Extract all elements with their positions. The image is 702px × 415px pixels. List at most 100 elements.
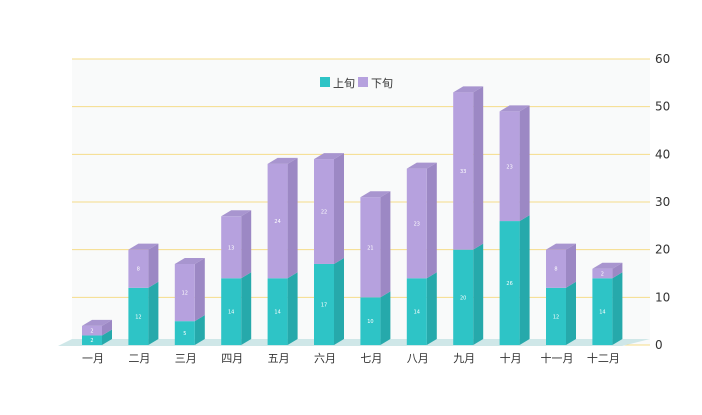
bar-segment — [267, 163, 288, 279]
bar-top-face — [314, 153, 344, 160]
legend-label: 上旬 — [333, 77, 355, 90]
bar-segment-side — [612, 272, 623, 345]
bar-segment-side — [148, 243, 159, 288]
data-label: 23 — [414, 221, 420, 227]
data-label: 23 — [506, 164, 512, 170]
data-label: 24 — [274, 219, 280, 225]
legend-swatch — [358, 77, 368, 87]
bar-top-face — [499, 105, 530, 112]
bar-segment — [174, 321, 195, 345]
bar-segment — [453, 249, 474, 345]
bar-segment-side — [102, 329, 112, 345]
bar-top-face — [128, 243, 159, 250]
bar-segment-side — [287, 157, 298, 279]
bar-top-face — [592, 262, 623, 269]
bar-segment-side — [566, 243, 576, 288]
bar-segment — [360, 197, 381, 298]
legend-swatch — [320, 77, 330, 87]
data-label: 8 — [137, 267, 140, 273]
bar-segment — [499, 221, 520, 345]
bar-segment — [174, 263, 195, 322]
bar-top-face — [221, 210, 252, 217]
bar-segment-side — [380, 191, 391, 298]
data-label: 5 — [183, 331, 186, 337]
data-label: 20 — [460, 295, 466, 301]
y-tick-label: 10 — [655, 290, 670, 304]
data-label: 2 — [90, 329, 93, 335]
legend: 上旬 下旬 — [320, 77, 393, 90]
data-label: 12 — [553, 314, 559, 320]
data-label: 26 — [506, 281, 512, 287]
bar-segment-side — [334, 257, 344, 345]
bar-segment — [314, 159, 334, 264]
x-tick-label: 九月 — [453, 352, 475, 365]
x-tick-label: 三月 — [175, 352, 197, 365]
bar-segment — [314, 263, 334, 345]
bar-segment — [499, 111, 520, 222]
x-tick-label: 七月 — [360, 352, 382, 365]
bar-segment-side — [194, 315, 205, 345]
bar-segment-side — [426, 272, 437, 345]
bar-segment — [406, 278, 427, 345]
bar-segment — [546, 287, 566, 345]
x-tick-label: 一月 — [82, 352, 104, 365]
bar-segment-side — [473, 86, 484, 250]
bar-segment — [128, 287, 149, 345]
data-label: 14 — [599, 310, 605, 316]
bar-top-face — [360, 191, 391, 198]
bar-top-face — [406, 162, 437, 169]
y-tick-label: 30 — [655, 195, 670, 209]
bar-segment-side — [519, 105, 530, 222]
legend-label: 下旬 — [371, 77, 393, 90]
data-label: 12 — [182, 291, 188, 297]
data-label: 33 — [460, 169, 466, 175]
bar-top-face — [82, 319, 112, 326]
bar-segment-side — [241, 272, 252, 345]
y-tick-label: 0 — [655, 338, 663, 352]
x-tick-label: 六月 — [314, 352, 336, 365]
bar-top-face — [453, 86, 484, 93]
data-label: 14 — [274, 310, 280, 316]
data-label: 8 — [554, 267, 557, 273]
bar-segment — [592, 278, 613, 345]
x-tick-label: 十二月 — [587, 351, 620, 365]
bar-segment — [221, 216, 242, 279]
bar-top-face — [546, 243, 576, 250]
data-label: 2 — [601, 272, 604, 278]
bar-segment-side — [287, 272, 298, 345]
data-label: 21 — [367, 245, 373, 251]
bar-segment-side — [334, 153, 344, 264]
data-label: 22 — [321, 210, 327, 216]
x-tick-label: 四月 — [221, 352, 243, 365]
y-tick-label: 60 — [655, 52, 670, 66]
data-label: 14 — [228, 310, 234, 316]
bar-segment-side — [612, 262, 623, 279]
y-axis-ticks: 0 10 20 30 40 50 60 — [655, 52, 670, 352]
bar-segment — [360, 297, 381, 345]
bars: 2212851214131424172210211423203326231281… — [82, 86, 623, 345]
x-tick-label: 八月 — [407, 352, 429, 365]
bar-segment — [267, 278, 288, 345]
y-tick-label: 20 — [655, 243, 670, 257]
bar-segment — [406, 168, 427, 279]
data-label: 13 — [228, 245, 234, 251]
bar-segment — [221, 278, 242, 345]
bar-segment-side — [473, 243, 484, 345]
bar-segment-side — [566, 281, 576, 345]
x-tick-label: 五月 — [268, 352, 290, 365]
y-tick-label: 50 — [655, 100, 670, 114]
x-tick-label: 十一月 — [541, 351, 574, 365]
bar-segment-side — [194, 257, 205, 322]
bar-segment — [546, 249, 566, 288]
x-tick-label: 二月 — [128, 352, 150, 365]
bar-segment-side — [148, 281, 159, 345]
bar-segment-side — [380, 291, 391, 345]
data-label: 17 — [321, 302, 327, 308]
bar-top-face — [267, 157, 298, 164]
bar-segment — [453, 92, 474, 250]
bar-segment-side — [241, 210, 252, 279]
data-label: 14 — [414, 310, 420, 316]
data-label: 2 — [90, 338, 93, 344]
